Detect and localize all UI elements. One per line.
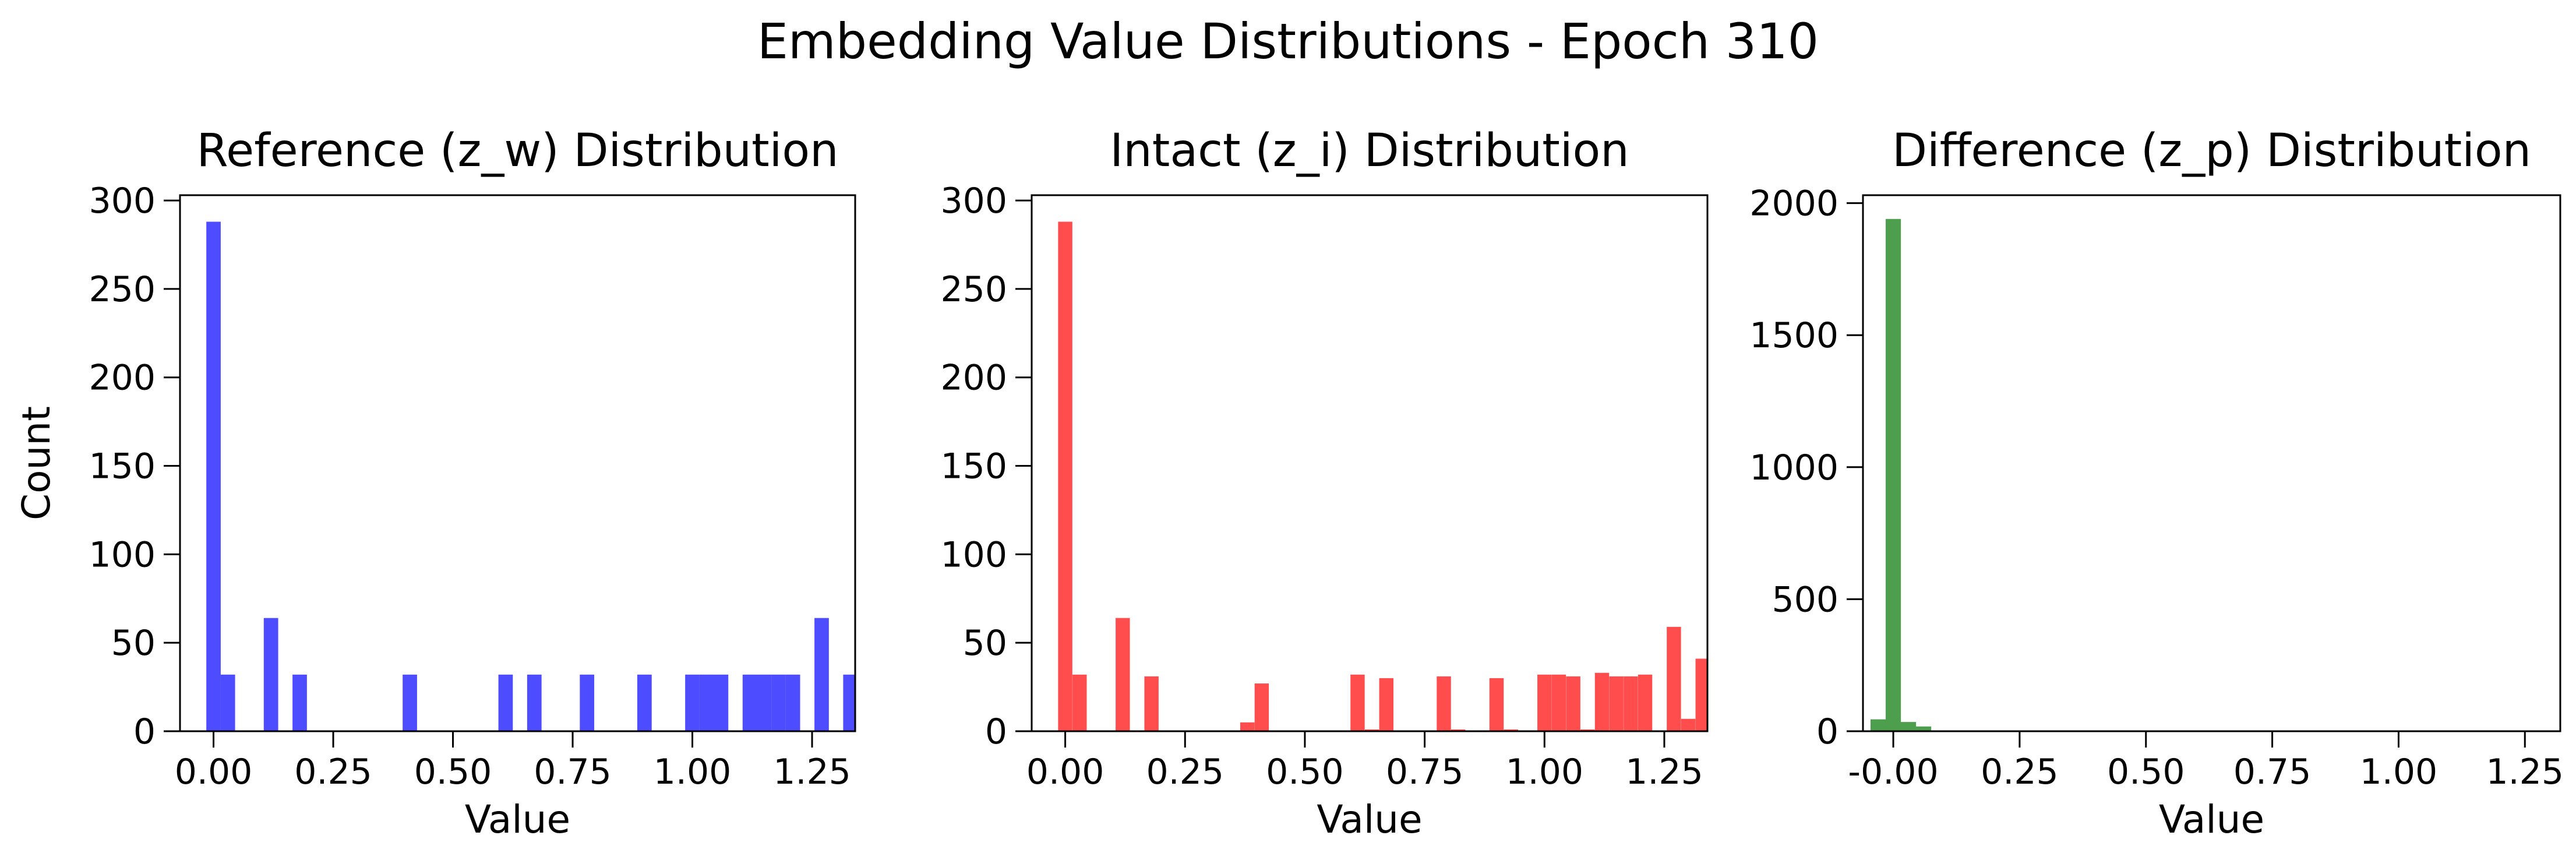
histogram-bar [1681, 718, 1696, 731]
histogram-bar [1240, 722, 1255, 731]
y-tick-label: 300 [89, 181, 156, 221]
plot-frame [179, 194, 856, 732]
histogram-bar [1901, 722, 1917, 731]
histogram-bar [1437, 676, 1451, 731]
y-tick-label: 2000 [1749, 184, 1839, 224]
histogram-bar [1364, 729, 1379, 731]
histogram-bar [1379, 678, 1394, 731]
histogram-bar [699, 674, 714, 731]
y-tick-label: 250 [89, 269, 156, 310]
histogram-bar [1451, 729, 1466, 731]
plot-frame [1862, 194, 2561, 732]
panel-title: Difference (z_p) Distribution [1892, 125, 2531, 177]
histogram-bar [1667, 626, 1681, 731]
panel-title: Reference (z_w) Distribution [196, 125, 838, 177]
y-axis-label: Count [14, 406, 59, 520]
x-tick-label: 0.25 [294, 752, 372, 792]
x-tick-label: 1.00 [1505, 752, 1583, 792]
histogram-bar [637, 674, 652, 731]
histogram-bar [1489, 678, 1504, 731]
y-tick-label: 100 [940, 534, 1007, 575]
x-tick-label: 0.00 [1026, 752, 1104, 792]
histogram-bar [527, 674, 542, 731]
histogram-bar [843, 674, 855, 731]
x-tick-label: 0.25 [1981, 752, 2059, 792]
histogram-bar [814, 618, 829, 731]
x-tick-label: 0.75 [2233, 752, 2312, 792]
histogram-bar [714, 674, 729, 731]
x-tick-label: 0.50 [1266, 752, 1344, 792]
histogram-bar [403, 674, 417, 731]
y-tick-label: 0 [985, 711, 1007, 752]
histogram-bar [1072, 674, 1087, 731]
x-tick-label: 1.25 [1625, 752, 1703, 792]
y-tick-label: 250 [940, 269, 1007, 310]
histogram-bar [1885, 218, 1901, 731]
x-tick-label: 1.00 [654, 752, 732, 792]
histogram-bar [1566, 676, 1580, 731]
histogram-bar [685, 674, 700, 731]
histogram-bar [771, 674, 786, 731]
histogram-bar [1638, 674, 1653, 731]
histogram-bar [785, 674, 800, 731]
x-tick-label: -0.00 [1848, 752, 1938, 792]
x-tick-label: 0.00 [175, 752, 253, 792]
x-tick-label: 1.25 [773, 752, 851, 792]
y-tick-label: 100 [89, 534, 156, 575]
histogram-bar [1916, 726, 1932, 731]
y-tick-label: 50 [111, 623, 156, 664]
x-tick-label: 1.25 [2486, 752, 2564, 792]
histogram-bar [1254, 683, 1269, 731]
histogram-bar [1594, 672, 1610, 731]
histogram-bar [742, 674, 757, 731]
histogram-bar [580, 674, 595, 731]
histogram-bar [1695, 658, 1707, 731]
histogram-bar [1624, 676, 1638, 731]
y-tick-label: 1500 [1749, 315, 1839, 356]
x-axis-label: Value [465, 797, 570, 842]
histogram-bar [757, 674, 772, 731]
histogram-bar [1116, 618, 1130, 731]
figure-title: Embedding Value Distributions - Epoch 31… [757, 13, 1819, 70]
x-axis-label: Value [1317, 797, 1422, 842]
y-tick-label: 500 [1772, 579, 1839, 620]
histogram-bar [1144, 676, 1159, 731]
histogram-bar [292, 674, 307, 731]
y-tick-label: 200 [89, 358, 156, 399]
histogram-bar [206, 221, 221, 731]
x-tick-label: 0.50 [414, 752, 492, 792]
histogram-bar [1609, 676, 1624, 731]
histogram-bar [1058, 221, 1072, 731]
y-tick-label: 150 [940, 446, 1007, 487]
x-tick-label: 0.75 [534, 752, 612, 792]
panel-title: Intact (z_i) Distribution [1110, 125, 1629, 177]
y-tick-label: 150 [89, 446, 156, 487]
y-tick-label: 50 [963, 623, 1007, 664]
x-tick-label: 0.50 [2107, 752, 2185, 792]
x-tick-label: 0.25 [1146, 752, 1224, 792]
histogram-bar [263, 618, 278, 731]
x-axis-label: Value [2159, 797, 2264, 842]
histogram-bar [1350, 674, 1365, 731]
histogram-bar [1551, 674, 1566, 731]
histogram-bar [1537, 674, 1552, 731]
x-tick-label: 0.75 [1386, 752, 1464, 792]
histogram-bar [1580, 729, 1595, 731]
y-tick-label: 1000 [1749, 447, 1839, 488]
y-tick-label: 200 [940, 358, 1007, 399]
y-tick-label: 0 [133, 711, 156, 752]
histogram-bar [1870, 719, 1886, 731]
histogram-bar [1504, 729, 1518, 731]
plot-frame [1031, 194, 1709, 732]
y-tick-label: 0 [1816, 711, 1839, 752]
histogram-bar [498, 674, 513, 731]
y-tick-label: 300 [940, 181, 1007, 221]
x-tick-label: 1.00 [2360, 752, 2438, 792]
histogram-bar [220, 674, 235, 731]
